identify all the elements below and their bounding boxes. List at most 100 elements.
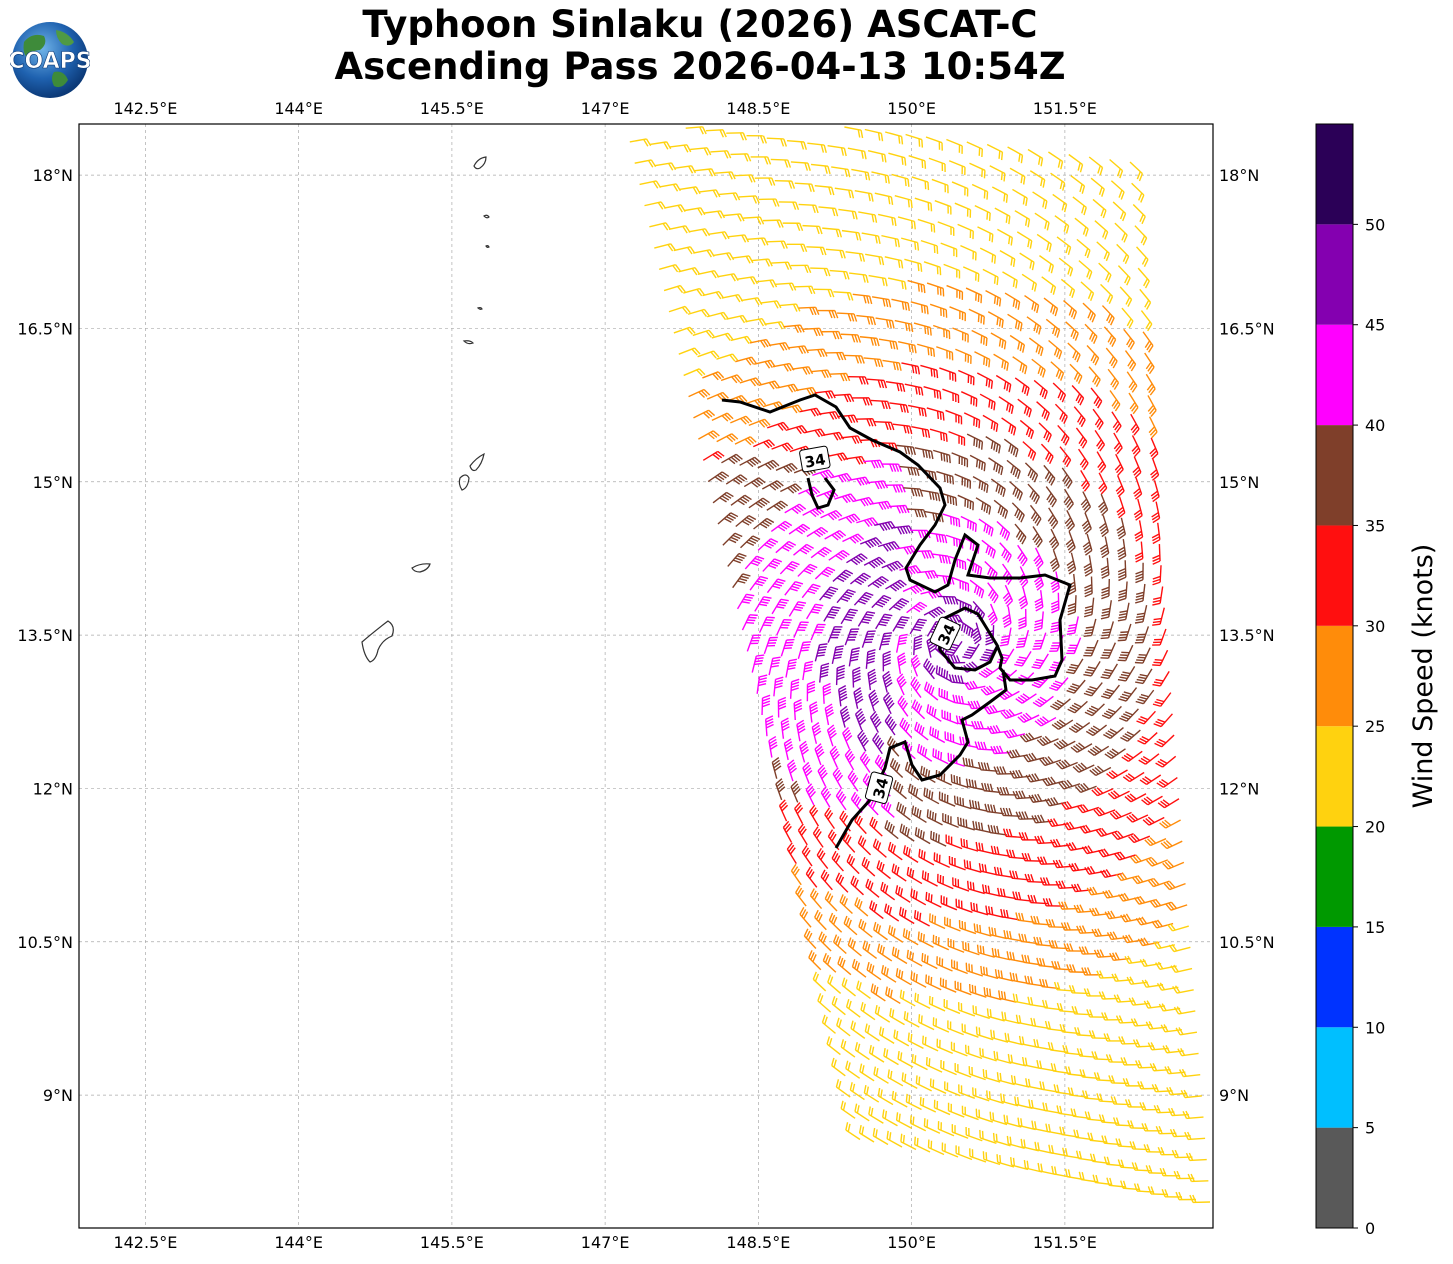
wind-barb bbox=[699, 189, 721, 198]
lon-tick-bottom: 150°E bbox=[887, 1233, 936, 1252]
wind-barb bbox=[987, 824, 1007, 836]
wind-barb bbox=[702, 371, 725, 381]
wind-barb bbox=[1082, 302, 1096, 323]
wind-barb bbox=[1068, 153, 1084, 173]
wind-barb bbox=[923, 261, 942, 276]
wind-barb bbox=[861, 857, 876, 877]
wind-barb bbox=[784, 503, 807, 515]
wind-barb bbox=[1134, 520, 1144, 542]
wind-barb bbox=[1128, 392, 1139, 415]
wind-barb bbox=[983, 987, 1002, 1001]
wind-barb bbox=[1101, 305, 1115, 326]
wind-barb bbox=[1107, 368, 1120, 390]
colorbar-tick: 40 bbox=[1365, 416, 1385, 435]
wind-barb bbox=[1129, 854, 1152, 864]
wind-barb bbox=[1018, 1035, 1038, 1048]
wind-barb bbox=[1141, 795, 1163, 806]
wind-barb bbox=[958, 920, 977, 935]
wind-barb bbox=[743, 477, 766, 488]
wind-barb bbox=[871, 296, 892, 308]
wind-barb bbox=[1014, 651, 1032, 667]
wind-barb bbox=[1177, 1047, 1199, 1057]
wind-barb bbox=[730, 335, 753, 345]
wind-barb bbox=[765, 715, 774, 737]
wind-barb bbox=[1044, 797, 1067, 807]
wind-barb bbox=[887, 277, 907, 290]
wind-barb bbox=[832, 569, 854, 583]
wind-barb bbox=[762, 219, 784, 228]
wind-barb bbox=[1128, 834, 1151, 844]
wind-barb bbox=[929, 303, 948, 318]
wind-barb bbox=[933, 449, 951, 464]
wind-barb bbox=[1007, 146, 1024, 164]
wind-barb bbox=[1060, 278, 1076, 298]
wind-barb bbox=[985, 905, 1004, 918]
wind-barb bbox=[954, 980, 972, 996]
wind-barb bbox=[816, 847, 829, 870]
wind-barb bbox=[1014, 523, 1027, 545]
wind-barb bbox=[1118, 892, 1140, 902]
wind-barb bbox=[1101, 684, 1120, 700]
wind-barb bbox=[1148, 416, 1158, 439]
wind-barb bbox=[969, 799, 988, 812]
lat-tick-left: 15°N bbox=[33, 473, 73, 492]
wind-barb bbox=[1001, 1011, 1020, 1025]
wind-barb bbox=[1019, 732, 1043, 743]
wind-barb bbox=[1002, 828, 1024, 839]
wind-barb bbox=[1136, 246, 1149, 267]
wind-barb bbox=[751, 258, 773, 267]
wind-barb bbox=[790, 161, 811, 171]
wind-barb bbox=[948, 555, 967, 571]
wind-barb bbox=[775, 462, 798, 474]
colorbar-bin bbox=[1316, 1027, 1353, 1128]
wind-barb bbox=[1031, 358, 1046, 378]
wind-barb bbox=[979, 1047, 997, 1062]
wind-barb bbox=[711, 332, 734, 341]
wind-barb bbox=[1155, 755, 1177, 768]
wind-barb bbox=[985, 289, 1002, 307]
wind-barb bbox=[880, 881, 896, 901]
wind-barb bbox=[917, 570, 939, 580]
wind-barb bbox=[847, 770, 859, 792]
colorbar-tick: 20 bbox=[1365, 818, 1385, 837]
wind-barb bbox=[831, 996, 846, 1016]
wind-barb bbox=[794, 285, 816, 295]
wind-barb bbox=[1004, 1032, 1023, 1046]
wind-barb bbox=[911, 805, 927, 824]
wind-barb bbox=[1178, 1068, 1201, 1078]
wind-barb bbox=[802, 327, 824, 337]
wind-barb bbox=[983, 704, 1006, 715]
wind-barb bbox=[996, 521, 1011, 541]
wind-barb bbox=[1007, 313, 1023, 332]
wind-barb bbox=[1087, 745, 1110, 756]
wind-barb bbox=[720, 374, 743, 384]
wind-barb bbox=[710, 150, 732, 159]
wind-barb bbox=[1114, 453, 1124, 476]
wind-barb bbox=[821, 1014, 836, 1034]
wind-barb bbox=[757, 538, 779, 551]
wind-barb bbox=[1006, 749, 1028, 759]
wind-barb bbox=[739, 377, 762, 387]
wind-barb bbox=[1065, 531, 1076, 554]
lon-tick-top: 148.5°E bbox=[726, 99, 790, 118]
wind-barb bbox=[1131, 875, 1154, 885]
wind-barb bbox=[788, 523, 811, 535]
wind-barb bbox=[1105, 347, 1118, 369]
wind-barb bbox=[827, 626, 843, 643]
wind-barb bbox=[1068, 721, 1091, 734]
wind-barb bbox=[783, 738, 794, 761]
wind-barb bbox=[1084, 865, 1106, 875]
wind-barb bbox=[1041, 776, 1064, 787]
wind-barb bbox=[944, 916, 961, 932]
wind-barb bbox=[1149, 898, 1172, 908]
wind-barb bbox=[1080, 281, 1095, 302]
wind-barb bbox=[1101, 705, 1122, 720]
wind-barb bbox=[901, 362, 921, 375]
wind-barb bbox=[1122, 934, 1144, 944]
wind-barb bbox=[1100, 663, 1118, 680]
wind-barb bbox=[835, 872, 849, 893]
wind-barb bbox=[1034, 212, 1050, 231]
wind-barb bbox=[1094, 430, 1106, 452]
wind-barb bbox=[766, 137, 788, 147]
wind-barb bbox=[1058, 779, 1081, 790]
